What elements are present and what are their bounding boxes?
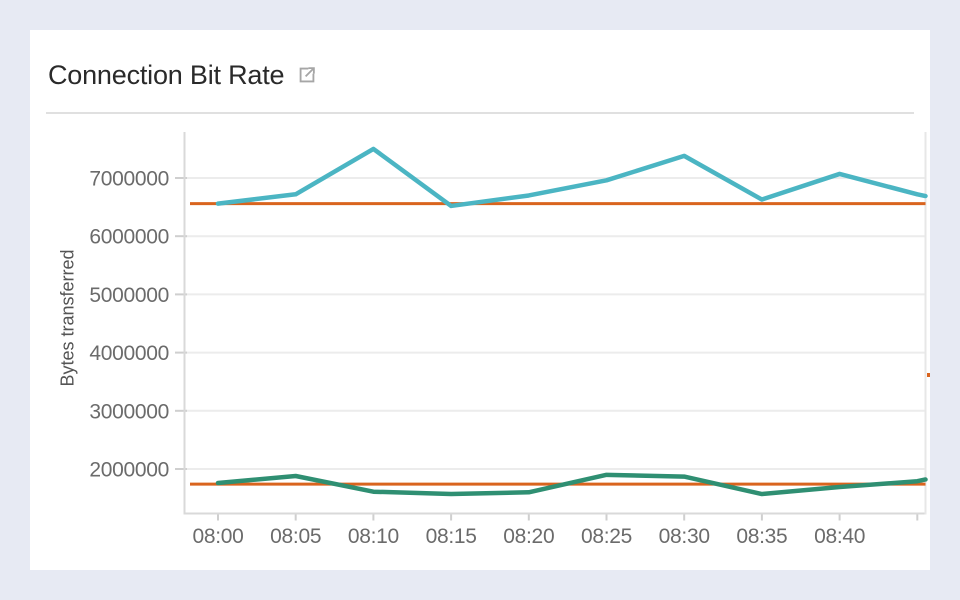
clipped-legend-sliver: [927, 373, 930, 377]
y-tick-label: 6000000: [89, 226, 169, 249]
x-tick-label: 08:05: [270, 525, 321, 548]
y-tick-label: 2000000: [89, 459, 169, 482]
y-tick-label: 7000000: [89, 168, 169, 191]
open-in-new-icon[interactable]: [296, 64, 318, 86]
y-tick-label: 4000000: [89, 342, 169, 365]
series-teal-line: [215, 146, 928, 209]
x-tick-label: 08:15: [426, 525, 477, 548]
chart-header: Connection Bit Rate: [48, 60, 318, 90]
y-tick-label: 5000000: [89, 284, 169, 307]
x-tick-label: 08:30: [659, 525, 710, 548]
header-divider: [46, 112, 914, 114]
x-tick-label: 08:20: [503, 525, 554, 548]
x-tick-label: 08:40: [814, 525, 865, 548]
y-tick-label: 3000000: [89, 400, 169, 423]
y-axis-title: Bytes transferred: [57, 249, 78, 387]
series-green-line: [215, 472, 928, 497]
x-tick-label: 08:25: [581, 525, 632, 548]
x-tick-label: 08:35: [736, 525, 787, 548]
chart-card: Connection Bit Rate 2000000 3000000 400000…: [30, 30, 930, 570]
x-tick-label: 08:10: [348, 525, 399, 548]
x-tick-label: 08:00: [192, 525, 243, 548]
chart-title: Connection Bit Rate: [48, 60, 285, 90]
line-chart[interactable]: 2000000 3000000 4000000 5000000 6000000 70000…: [30, 30, 930, 570]
